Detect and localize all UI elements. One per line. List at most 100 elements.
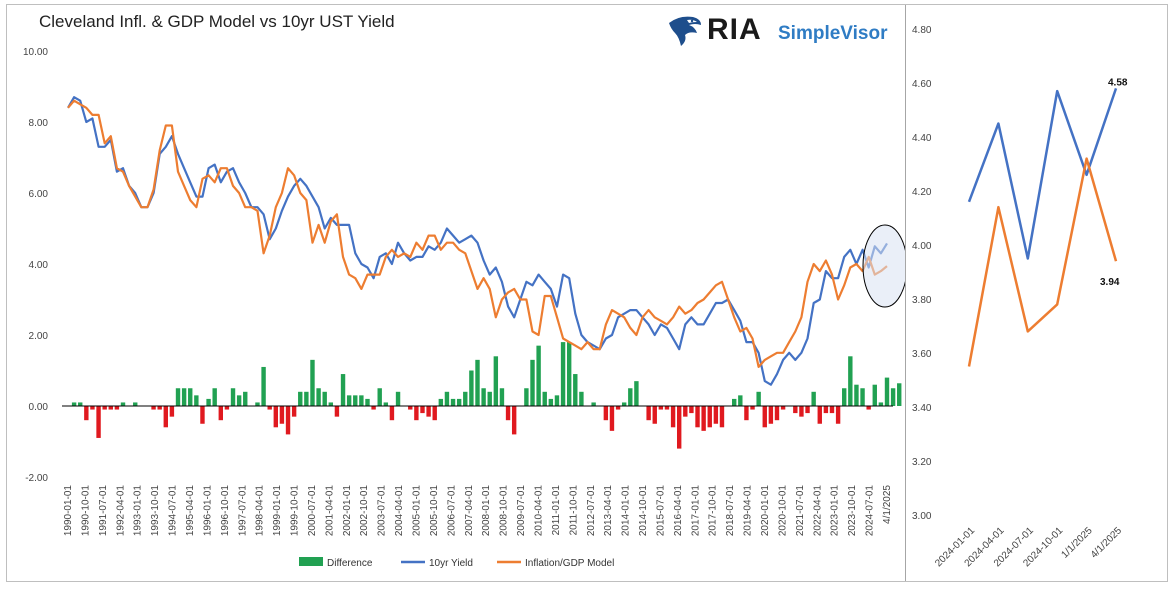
difference-bar <box>756 391 761 406</box>
difference-bar <box>230 388 236 406</box>
difference-bar <box>243 391 248 406</box>
x-tick-label: 2021-07-01 <box>795 485 806 537</box>
brand-logo: RIA SimpleVisor <box>663 13 893 47</box>
difference-bar <box>487 391 492 406</box>
difference-bar <box>493 356 499 406</box>
difference-bar <box>175 388 181 406</box>
difference-bar <box>866 406 871 410</box>
difference-bar <box>267 406 272 410</box>
difference-bar <box>780 406 786 410</box>
highlight-ellipse <box>862 224 905 308</box>
difference-bar <box>328 402 334 406</box>
x-tick-label: 1990-10-01 <box>80 485 91 537</box>
x-tick-label: 2009-07-01 <box>516 485 527 537</box>
x-tick-label: 2002-10-01 <box>359 485 370 537</box>
difference-bar <box>609 406 615 431</box>
difference-bar <box>261 366 266 406</box>
difference-bar <box>768 406 774 424</box>
difference-bar <box>194 395 199 406</box>
difference-bar <box>573 374 578 406</box>
difference-bar <box>566 342 572 406</box>
difference-bar <box>854 384 859 406</box>
difference-bar <box>878 402 884 406</box>
difference-bar <box>664 406 670 410</box>
difference-bar <box>438 398 444 406</box>
difference-bar <box>389 406 395 421</box>
difference-bar <box>298 391 303 406</box>
difference-bar <box>108 406 113 410</box>
difference-bar <box>499 388 505 406</box>
y-tick-label: 6.00 <box>29 189 49 200</box>
x-tick-label: 2020-01-01 <box>760 485 771 537</box>
x-tick-label: 4/1/2025 <box>882 485 893 524</box>
difference-bar <box>615 406 621 410</box>
legend-label: Difference <box>327 558 373 569</box>
difference-bar <box>658 406 664 410</box>
difference-bar <box>475 359 480 406</box>
difference-bar <box>346 395 352 406</box>
panel-divider <box>905 5 906 581</box>
difference-bar <box>206 398 211 406</box>
difference-bar <box>835 406 841 424</box>
x-tick-label: 1997-07-01 <box>237 485 248 537</box>
difference-bar <box>530 359 535 406</box>
difference-bar <box>169 406 175 417</box>
difference-bar <box>90 406 95 410</box>
difference-bar <box>420 406 425 414</box>
difference-bar <box>646 406 651 421</box>
difference-bar <box>291 406 297 417</box>
difference-bar <box>469 370 474 406</box>
difference-bar <box>102 406 107 410</box>
x-tick-label: 2005-01-01 <box>412 485 423 537</box>
x-tick-label: 2022-04-01 <box>812 485 823 537</box>
y-tick-label: 8.00 <box>29 118 49 129</box>
difference-bar <box>151 406 156 410</box>
difference-bar <box>340 374 346 406</box>
eagle-icon <box>669 16 701 46</box>
x-tick-label: 1995-04-01 <box>185 485 196 537</box>
zoom-x-tick-label: 1/1/2025 <box>1059 525 1095 561</box>
difference-bar <box>200 406 205 424</box>
difference-bar <box>377 388 382 406</box>
x-tick-label: 1999-01-01 <box>272 485 283 537</box>
zoom-y-tick-label: 4.80 <box>912 25 932 36</box>
difference-bar <box>181 388 187 406</box>
difference-bar <box>829 406 835 414</box>
difference-bar <box>481 388 486 406</box>
difference-bar <box>738 395 743 406</box>
x-tick-label: 1994-07-01 <box>168 485 179 537</box>
difference-bar <box>505 406 511 421</box>
difference-bar <box>353 395 358 406</box>
difference-bar <box>359 395 364 406</box>
difference-bar <box>860 388 865 406</box>
x-tick-label: 2020-10-01 <box>777 485 788 537</box>
model-line <box>67 99 888 368</box>
difference-bar <box>310 359 315 406</box>
difference-bar <box>188 388 193 406</box>
difference-bar <box>744 406 749 421</box>
x-tick-label: 2007-04-01 <box>464 485 475 537</box>
difference-bar <box>848 356 853 406</box>
x-tick-label: 1990-01-01 <box>63 485 74 537</box>
difference-bar <box>334 406 340 417</box>
x-tick-label: 1999-10-01 <box>290 485 301 537</box>
x-tick-label: 2008-01-01 <box>481 485 492 537</box>
difference-bar <box>383 402 389 406</box>
difference-bar <box>560 342 566 406</box>
difference-bar <box>805 406 810 414</box>
difference-bar <box>750 406 755 410</box>
difference-bar <box>255 402 260 406</box>
difference-bar <box>408 406 413 410</box>
legend-label: Inflation/GDP Model <box>525 558 614 569</box>
difference-bar <box>316 388 321 406</box>
x-tick-label: 2012-07-01 <box>586 485 597 537</box>
x-tick-label: 1991-07-01 <box>98 485 109 537</box>
zoom-model-line <box>967 157 1118 367</box>
difference-bar <box>511 406 517 435</box>
difference-bar <box>536 345 541 406</box>
difference-bar <box>872 384 877 406</box>
y-tick-label: 10.00 <box>23 47 48 58</box>
difference-bar <box>463 391 468 406</box>
difference-bar <box>114 406 120 410</box>
difference-bar <box>84 406 89 421</box>
